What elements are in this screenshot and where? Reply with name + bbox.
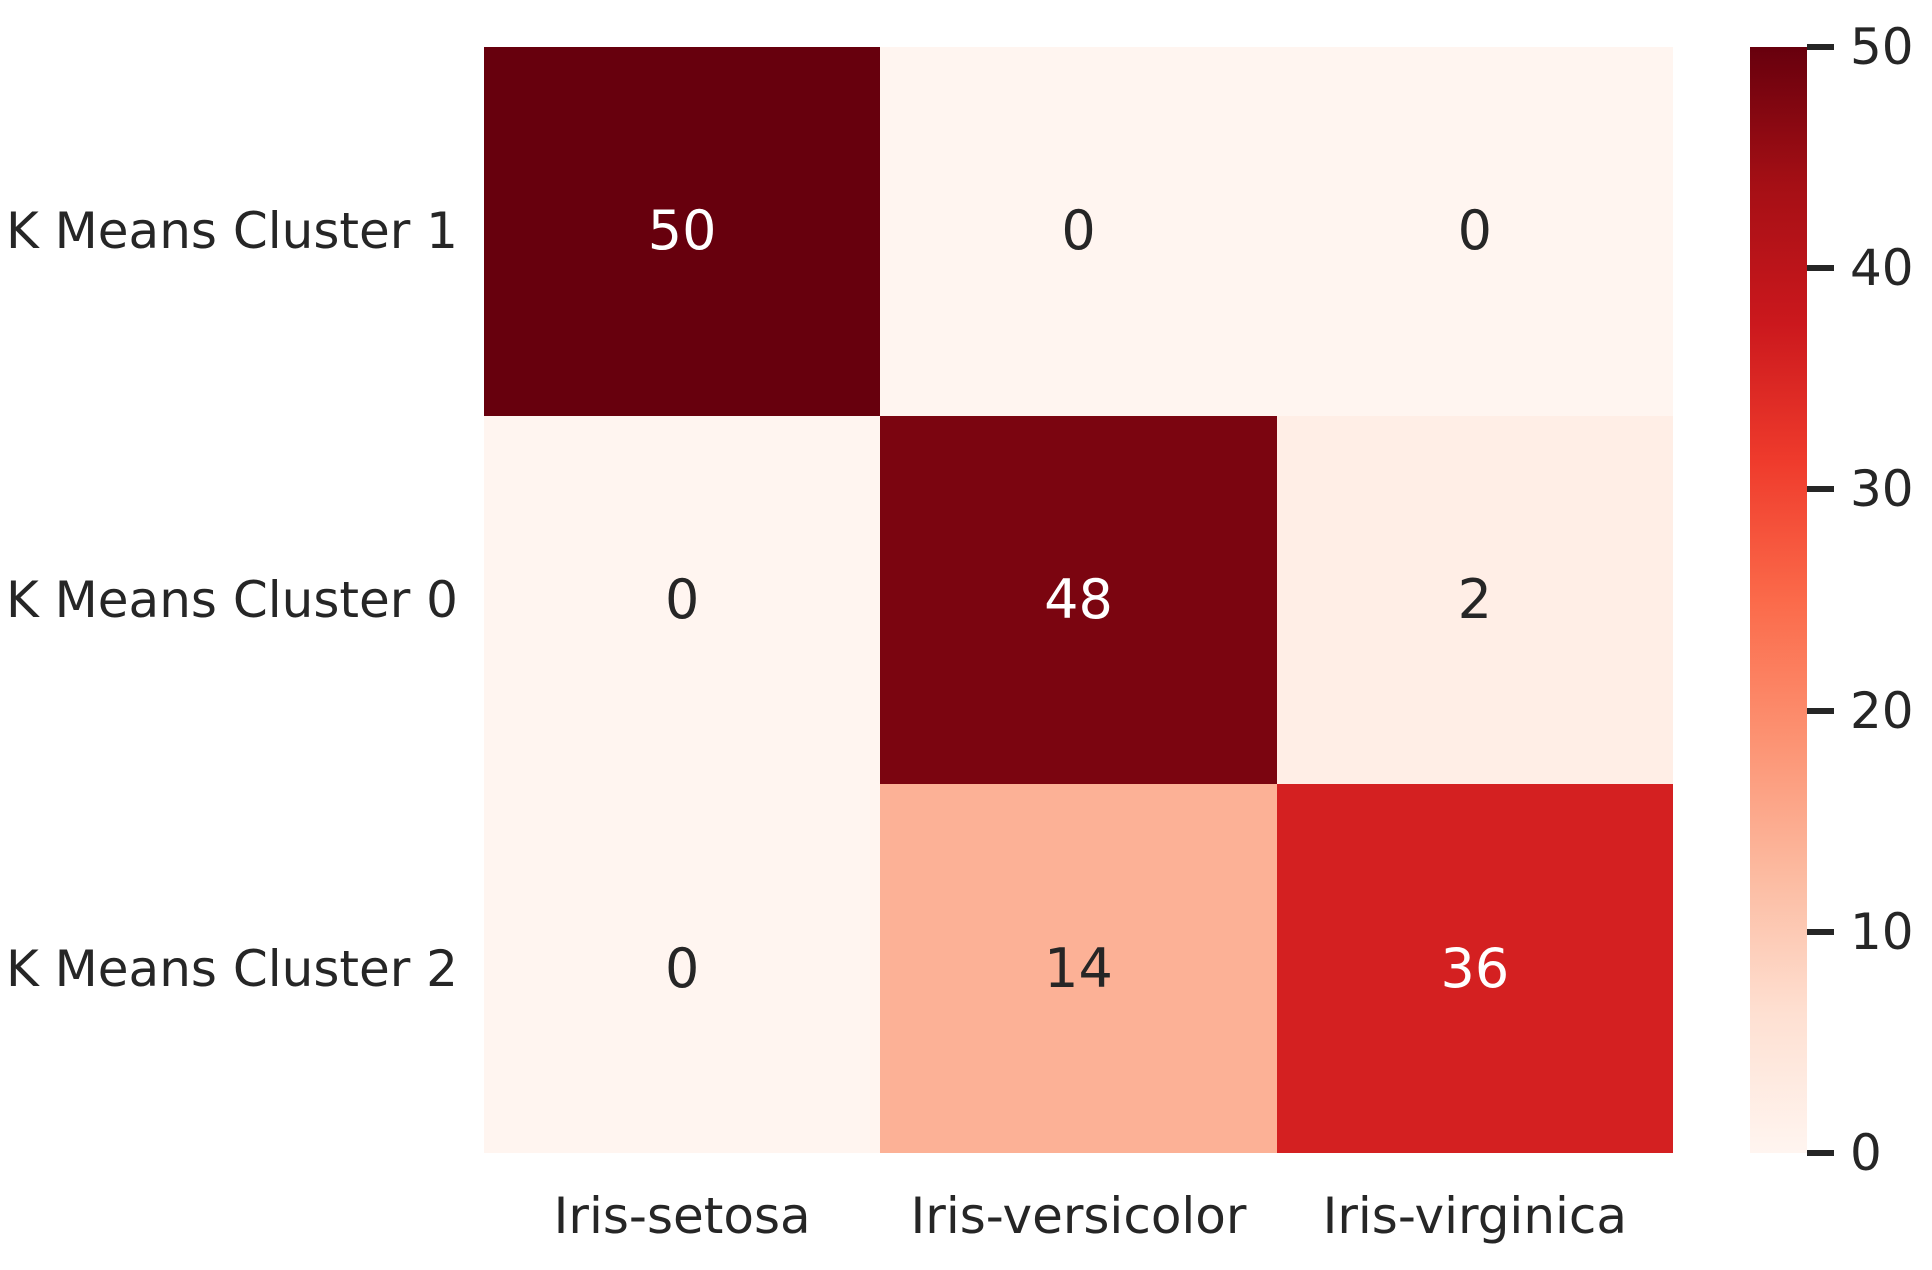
colorbar-tick-label: 30: [1850, 460, 1914, 519]
heatmap-cell: 0: [484, 784, 881, 1153]
heatmap-cell: 0: [880, 47, 1277, 416]
heatmap-cell: 36: [1276, 784, 1673, 1153]
heatmap-cell: 2: [1276, 415, 1673, 785]
colorbar-tick-label: 10: [1850, 902, 1914, 961]
cell-annotation: 0: [664, 567, 700, 631]
heatmap-cell: 50: [484, 47, 881, 416]
cell-annotation: 36: [1440, 936, 1510, 1000]
col-tick-label: Iris-virginica: [1322, 1187, 1628, 1245]
colorbar-tick-mark: [1807, 265, 1834, 272]
heatmap-cell: 48: [880, 415, 1277, 785]
colorbar-tick-mark: [1807, 707, 1834, 714]
colorbar-tick-mark: [1807, 44, 1834, 50]
colorbar-tick-label: 50: [1850, 18, 1914, 76]
col-tick-label: Iris-setosa: [553, 1187, 811, 1245]
row-tick-label: K Means Cluster 0: [5, 571, 458, 629]
cell-annotation: 14: [1044, 936, 1113, 1000]
heatmap-grid: 50 0 0 0 48 2 0 14 36: [484, 47, 1673, 1153]
heatmap-cell: 0: [484, 415, 881, 785]
row-tick-label: K Means Cluster 2: [5, 939, 458, 998]
heatmap-cell: 0: [1276, 47, 1673, 416]
heatmap-cell: 14: [880, 784, 1277, 1153]
colorbar-tick-label: 40: [1850, 239, 1914, 298]
cell-annotation: 0: [1457, 199, 1492, 263]
colorbar-gradient: [1750, 47, 1807, 1153]
cell-annotation: 0: [664, 936, 700, 1000]
row-tick-label: K Means Cluster 1: [5, 202, 458, 261]
col-tick-label: Iris-versicolor: [910, 1187, 1247, 1245]
colorbar-tick-label: 0: [1850, 1124, 1882, 1182]
cell-annotation: 50: [647, 199, 717, 263]
colorbar-tick-mark: [1807, 486, 1834, 493]
colorbar-tick-mark: [1807, 928, 1834, 935]
cell-annotation: 2: [1457, 567, 1492, 631]
cell-annotation: 48: [1044, 567, 1113, 631]
cell-annotation: 0: [1061, 199, 1096, 263]
colorbar-tick-mark: [1807, 1150, 1834, 1156]
colorbar-tick-label: 20: [1850, 681, 1914, 740]
